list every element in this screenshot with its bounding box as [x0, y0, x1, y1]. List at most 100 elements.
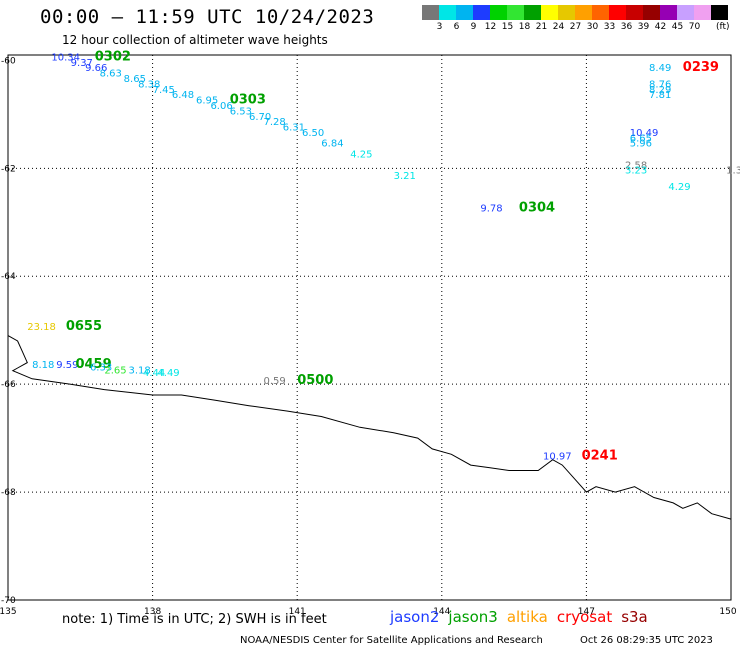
- legend-unit: (ft): [716, 22, 730, 32]
- longitude-tick-label: 150: [719, 607, 736, 617]
- wave-height-label: 10.97: [543, 452, 572, 463]
- satellite-s3a: s3a: [621, 608, 648, 626]
- wave-height-label: 6.48: [172, 90, 194, 101]
- longitude-tick-label: 135: [0, 607, 17, 617]
- credit-text: NOAA/NESDIS Center for Satellite Applica…: [240, 635, 543, 646]
- legend-tick-label: 39: [637, 22, 650, 32]
- legend-tick-label: 70: [688, 22, 701, 32]
- legend-swatch: [456, 5, 473, 20]
- wave-height-label: 3.18: [129, 365, 151, 376]
- legend-swatch: [677, 5, 694, 20]
- wave-height-label: 9.78: [480, 203, 502, 214]
- wave-height-label: 10.34: [51, 52, 80, 63]
- wave-height-label: 9.37: [71, 58, 93, 69]
- pass-time-label: 0302: [95, 49, 131, 64]
- wave-height-label: 7.45: [153, 85, 175, 96]
- legend-swatch: [711, 5, 728, 20]
- legend-tick-label: 9: [470, 22, 477, 32]
- wave-height-label: 5.96: [630, 139, 652, 150]
- legend-swatch: [660, 5, 677, 20]
- satellite-legend: jason2 jason3 altika cryosat s3a: [390, 608, 657, 626]
- wave-height-label: 7.28: [263, 117, 285, 128]
- legend-swatch: [643, 5, 660, 20]
- legend-tick-label: 36: [620, 22, 633, 32]
- legend-swatch: [694, 5, 711, 20]
- legend-tick-label: 27: [569, 22, 582, 32]
- wave-height-label: 6.84: [321, 139, 343, 150]
- longitude-tick-label: 141: [289, 607, 306, 617]
- legend-tick-label: 21: [535, 22, 548, 32]
- latitude-tick-label: -66: [1, 380, 16, 390]
- latitude-tick-label: -60: [1, 56, 16, 66]
- wave-height-label: 0.59: [263, 376, 285, 387]
- wave-height-label: 6.33: [90, 363, 112, 374]
- wave-height-label: 8.65: [124, 74, 146, 85]
- legend-swatch: [524, 5, 541, 20]
- wave-height-label: 6.95: [196, 96, 218, 107]
- wave-height-label: 6.50: [302, 128, 324, 139]
- wave-height-label: 6.70: [249, 112, 271, 123]
- wave-height-label: 8.76: [649, 79, 671, 90]
- wave-height-label: 10.49: [630, 128, 659, 139]
- legend-tick-label: 15: [501, 22, 514, 32]
- wave-height-label: 6.53: [230, 106, 252, 117]
- wave-height-label: 3.21: [394, 171, 416, 182]
- wave-height-label: 2.65: [104, 365, 126, 376]
- wave-height-label: 1.3: [726, 166, 740, 177]
- wave-height-label: 4.49: [157, 368, 179, 379]
- legend-tick-label: 42: [654, 22, 667, 32]
- wave-height-label: 4.25: [350, 150, 372, 161]
- legend-swatch: [575, 5, 592, 20]
- legend-swatch: [558, 5, 575, 20]
- legend-tick-label: 24: [552, 22, 565, 32]
- legend-swatch: [507, 5, 524, 20]
- satellite-jason3: jason3: [448, 608, 498, 626]
- longitude-tick-label: 138: [144, 607, 161, 617]
- wave-height-label: 8.38: [138, 79, 160, 90]
- satellite-altika: altika: [506, 608, 548, 626]
- legend-tick-label: 33: [603, 22, 616, 32]
- page-title: 00:00 – 11:59 UTC 10/24/2023: [40, 6, 375, 28]
- longitude-tick-label: 147: [578, 607, 595, 617]
- timestamp-text: Oct 26 08:29:35 UTC 2023: [580, 635, 713, 646]
- legend-tick-label: 45: [671, 22, 684, 32]
- pass-time-label: 0500: [297, 373, 333, 388]
- satellite-jason2: jason2: [390, 608, 440, 626]
- legend-swatch: [473, 5, 490, 20]
- pass-time-label: 0459: [75, 357, 111, 372]
- latitude-tick-label: -68: [1, 488, 16, 498]
- wave-height-label: 6.31: [283, 123, 305, 134]
- legend-tick-label: 30: [586, 22, 599, 32]
- wave-height-label: 8.18: [32, 360, 54, 371]
- pass-time-label: 0241: [582, 449, 618, 464]
- legend-tick-label: 6: [453, 22, 460, 32]
- legend-swatch: [541, 5, 558, 20]
- wave-height-label: 3.23: [625, 166, 647, 177]
- latitude-tick-label: -64: [1, 272, 16, 282]
- latitude-tick-label: -62: [1, 164, 16, 174]
- longitude-tick-label: 144: [433, 607, 450, 617]
- legend-swatch: [490, 5, 507, 20]
- wave-height-label: 8.29: [649, 85, 671, 96]
- legend-swatch: [609, 5, 626, 20]
- wave-height-label: 23.18: [27, 322, 56, 333]
- wave-height-label: 8.63: [100, 69, 122, 80]
- wave-height-label: 8.49: [649, 63, 671, 74]
- footnote: note: 1) Time is in UTC; 2) SWH is in fe…: [62, 612, 327, 627]
- coastline: [7, 335, 732, 520]
- page-subtitle: 12 hour collection of altimeter wave hei…: [62, 33, 328, 47]
- color-scale-legend: [422, 5, 728, 20]
- wave-height-label: 6.06: [210, 101, 232, 112]
- legend-swatch: [422, 5, 439, 20]
- legend-swatch: [439, 5, 456, 20]
- wave-height-label: 9.59: [56, 360, 78, 371]
- legend-tick-label: 18: [518, 22, 531, 32]
- map-frame: [7, 54, 732, 601]
- pass-time-label: 0304: [519, 200, 555, 215]
- pass-time-label: 0239: [683, 60, 719, 75]
- pass-time-label: 0655: [66, 319, 102, 334]
- satellite-cryosat: cryosat: [556, 608, 613, 626]
- wave-height-label: 2.58: [625, 160, 647, 171]
- legend-tick-label: 12: [484, 22, 497, 32]
